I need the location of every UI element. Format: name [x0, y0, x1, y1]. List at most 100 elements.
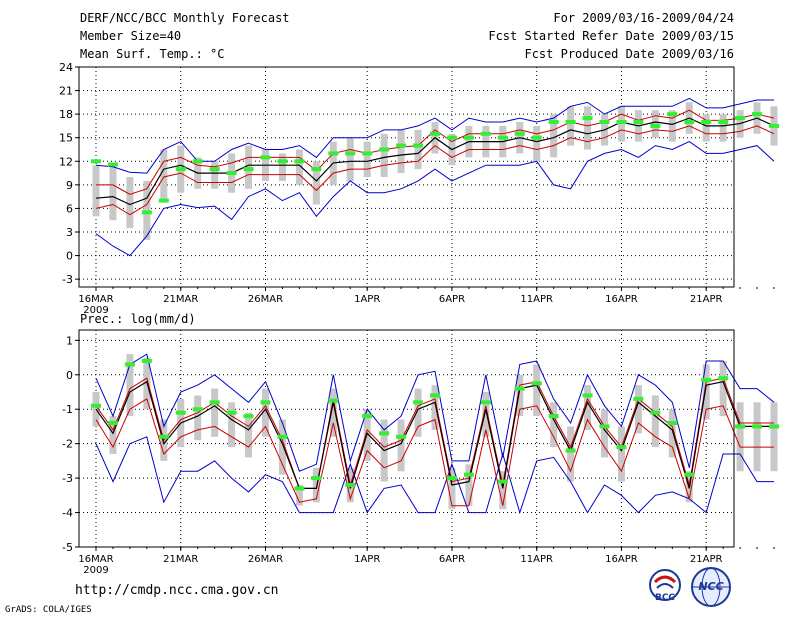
observation-marker: [141, 359, 152, 363]
spread-box: [211, 388, 219, 437]
observation-marker: [379, 431, 390, 436]
observation-marker: [497, 135, 508, 140]
observation-marker: [769, 424, 779, 429]
x-tick-label: 6APR: [439, 554, 465, 565]
spread-box: [617, 426, 625, 482]
observation-marker: [684, 120, 695, 124]
spread-box: [380, 133, 388, 177]
chart-title: DERF/NCC/BCC Monthly Forecast: [80, 11, 290, 25]
observation-marker: [107, 421, 118, 425]
grads-credit: GrADS: COLA/IGES: [5, 605, 92, 615]
x-year-label: 2009: [83, 565, 108, 576]
spread-box: [702, 114, 710, 142]
observation-marker: [599, 120, 610, 124]
spread-box: [414, 388, 422, 437]
y-tick-label: 9: [66, 179, 73, 192]
observation-marker: [379, 147, 390, 152]
spread-box: [516, 374, 524, 417]
observation-marker: [396, 434, 407, 439]
spread-box: [312, 467, 320, 503]
forecast-produced-date: Fcst Produced Date 2009/03/16: [524, 47, 734, 61]
observation-marker: [294, 159, 305, 164]
source-url[interactable]: http://cmdp.ncc.cma.gov.cn: [75, 583, 279, 598]
observation-marker: [514, 386, 525, 391]
y-tick-label: -3: [62, 273, 73, 286]
forecast-period: For 2009/03/16-2009/04/24: [553, 11, 734, 25]
spread-box: [567, 426, 575, 482]
observation-marker: [91, 403, 101, 408]
spread-box: [668, 110, 676, 142]
observation-marker: [599, 424, 610, 429]
spread-box: [397, 419, 405, 472]
spread-box: [262, 388, 269, 437]
observation-marker: [345, 151, 356, 156]
spread-box: [431, 385, 439, 430]
spread-box: [736, 402, 744, 472]
observation-marker: [345, 483, 356, 487]
observation-marker: [396, 143, 407, 148]
y-tick-label: -1: [62, 403, 73, 416]
x-tick-label: 16APR: [605, 294, 638, 305]
spread-box: [584, 106, 592, 150]
observation-marker: [616, 120, 627, 124]
spread-box: [109, 416, 117, 454]
ncc-logo: NCC: [690, 566, 732, 608]
observation-marker: [277, 434, 288, 439]
observation-marker: [277, 159, 288, 164]
spread-box: [567, 106, 575, 146]
spread-box: [109, 165, 117, 221]
forecast-started-date: Fcst Started Refer Date 2009/03/15: [488, 29, 734, 43]
y-tick-label: 0: [66, 250, 73, 263]
observation-marker: [582, 116, 593, 121]
spread-box: [211, 161, 219, 189]
y-tick-label: 0: [66, 369, 73, 382]
envelope-line-upper: [95, 353, 775, 472]
observation-marker: [260, 155, 271, 160]
observation-marker: [701, 377, 712, 382]
observation-marker: [616, 445, 627, 450]
observation-marker: [650, 123, 661, 128]
observation-marker: [463, 472, 474, 477]
observation-marker: [175, 410, 186, 415]
observation-marker: [769, 123, 779, 128]
observation-marker: [158, 198, 169, 203]
x-tick-label: 26MAR: [248, 294, 283, 305]
x-tick-label: 6APR: [439, 294, 465, 305]
observation-marker: [413, 400, 424, 405]
y-tick-label: 21: [59, 85, 73, 98]
spread-box: [584, 385, 592, 430]
x-tick-label: 16MAR: [78, 554, 113, 565]
spread-box: [753, 402, 761, 472]
bcc-emblem-icon: [649, 569, 681, 601]
variable-label: Mean Surf. Temp.: °C: [80, 47, 225, 61]
observation-marker: [362, 151, 373, 156]
y-tick-label: 1: [66, 334, 73, 347]
spread-box: [634, 385, 642, 434]
plot-frame: [78, 66, 735, 288]
plot-frame: [78, 329, 735, 548]
observation-marker: [413, 143, 424, 148]
member-size: Member Size=40: [80, 29, 182, 43]
x-tick-label: 21APR: [690, 294, 723, 305]
spread-box: [278, 419, 286, 475]
spread-box: [448, 467, 456, 510]
observation-marker: [531, 381, 542, 386]
spread-box: [397, 129, 405, 174]
observation-marker: [311, 167, 322, 172]
envelope-line-upper: [95, 97, 774, 174]
observation-marker: [446, 476, 457, 481]
bcc-logo: BCC: [645, 568, 685, 606]
observation-marker: [480, 400, 491, 405]
observation-marker: [684, 472, 695, 477]
observation-marker: [565, 120, 576, 124]
observation-marker: [209, 167, 220, 172]
spread-box: [194, 395, 202, 441]
observation-marker: [192, 159, 203, 164]
observation-marker: [735, 116, 746, 121]
spread-box: [651, 395, 659, 448]
observation-marker: [718, 120, 729, 124]
spread-box: [414, 129, 422, 170]
x-tick-label: 11APR: [520, 294, 553, 305]
